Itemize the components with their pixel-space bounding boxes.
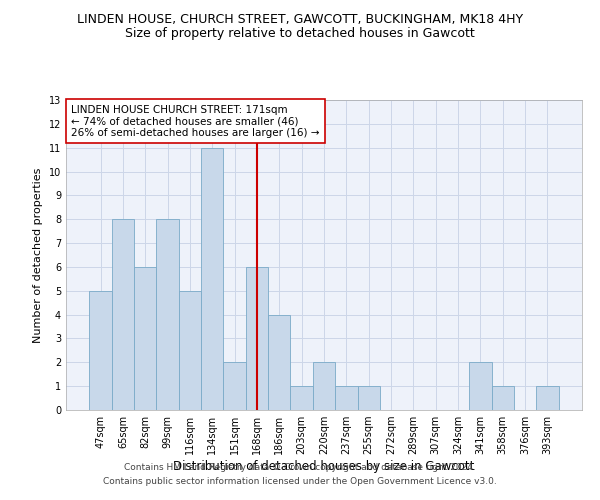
Bar: [89, 291, 112, 410]
X-axis label: Distribution of detached houses by size in Gawcott: Distribution of detached houses by size …: [173, 460, 475, 473]
Bar: [491, 386, 514, 410]
Text: LINDEN HOUSE CHURCH STREET: 171sqm
← 74% of detached houses are smaller (46)
26%: LINDEN HOUSE CHURCH STREET: 171sqm ← 74%…: [71, 104, 320, 138]
Bar: [201, 148, 223, 410]
Bar: [112, 219, 134, 410]
Text: Contains public sector information licensed under the Open Government Licence v3: Contains public sector information licen…: [103, 478, 497, 486]
Bar: [536, 386, 559, 410]
Bar: [268, 314, 290, 410]
Bar: [134, 267, 157, 410]
Bar: [223, 362, 246, 410]
Text: Size of property relative to detached houses in Gawcott: Size of property relative to detached ho…: [125, 28, 475, 40]
Text: LINDEN HOUSE, CHURCH STREET, GAWCOTT, BUCKINGHAM, MK18 4HY: LINDEN HOUSE, CHURCH STREET, GAWCOTT, BU…: [77, 12, 523, 26]
Text: Contains HM Land Registry data © Crown copyright and database right 2024.: Contains HM Land Registry data © Crown c…: [124, 462, 476, 471]
Bar: [179, 291, 201, 410]
Bar: [358, 386, 380, 410]
Bar: [246, 267, 268, 410]
Bar: [335, 386, 358, 410]
Y-axis label: Number of detached properties: Number of detached properties: [33, 168, 43, 342]
Bar: [290, 386, 313, 410]
Bar: [469, 362, 491, 410]
Bar: [157, 219, 179, 410]
Bar: [313, 362, 335, 410]
